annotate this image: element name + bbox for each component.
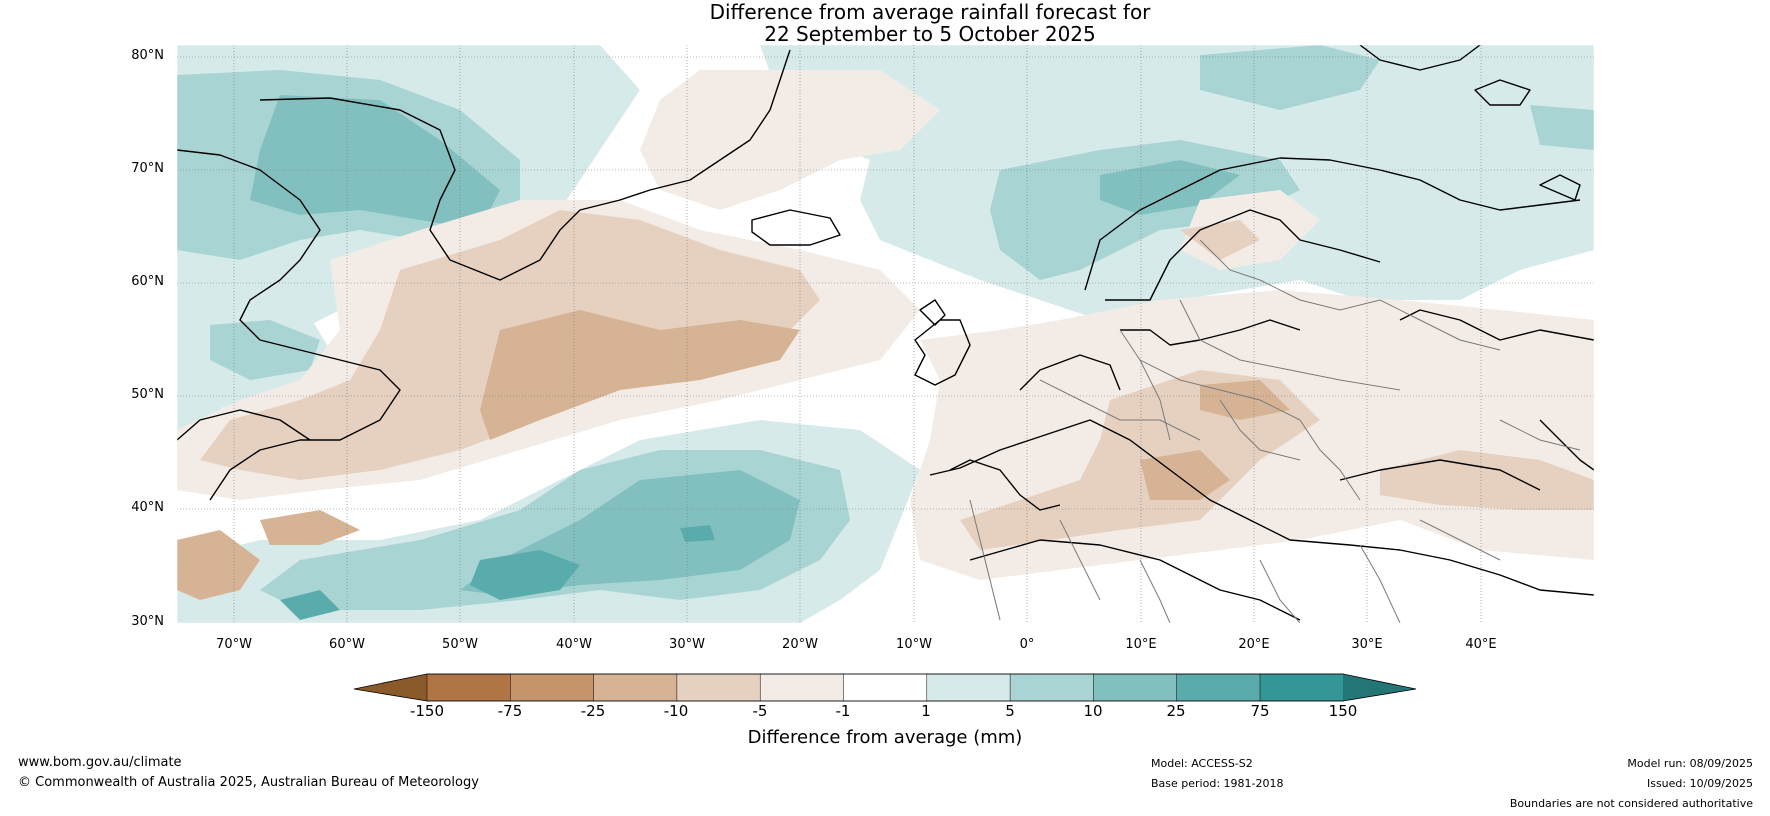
colorbar-box [1093, 673, 1178, 702]
colorbar-label: -10 [663, 702, 689, 720]
colorbar-box [843, 673, 928, 702]
copyright-text: © Commonwealth of Australia 2025, Austra… [18, 775, 479, 790]
rainfall-region [1200, 380, 1290, 420]
colorbar-extend-high [1343, 674, 1416, 701]
colorbar-label: -75 [497, 702, 523, 720]
lat-label: 50°N [131, 387, 164, 402]
lat-label: 30°N [131, 614, 164, 629]
lat-label: 60°N [131, 274, 164, 289]
colorbar-extend-low [354, 674, 427, 701]
rainfall-region [680, 525, 715, 542]
website-link[interactable]: www.bom.gov.au/climate [18, 755, 182, 770]
colorbar-label: 150 [1328, 702, 1358, 720]
rainfall-region [260, 510, 360, 545]
colorbar-label: -5 [752, 702, 768, 720]
colorbar-label: 75 [1250, 702, 1270, 720]
map-title-line1: Difference from average rainfall forecas… [709, 0, 1151, 24]
map-title-line2: 22 September to 5 October 2025 [764, 22, 1096, 46]
rainfall-region [1530, 105, 1594, 150]
colorbar-label: -1 [835, 702, 851, 720]
colorbar-box [1176, 673, 1261, 702]
colorbar [353, 673, 1417, 702]
colorbar-title: Difference from average (mm) [747, 727, 1023, 748]
rainfall-region [210, 320, 320, 380]
lat-label: 40°N [131, 500, 164, 515]
lon-label: 20°E [1238, 637, 1270, 652]
issued-text: Issued: 10/09/2025 [1646, 777, 1753, 790]
base-period-text: Base period: 1981-2018 [1151, 777, 1284, 790]
lon-label: 20°W [782, 637, 818, 652]
colorbar-box [593, 673, 678, 702]
lon-label: 40°W [556, 637, 592, 652]
lon-label: 70°W [216, 637, 252, 652]
rainfall-region [280, 590, 340, 620]
colorbar-box [926, 673, 1011, 702]
colorbar-box [759, 673, 845, 702]
colorbar-box [510, 673, 595, 702]
colorbar-box [676, 673, 761, 702]
model-text: Model: ACCESS-S2 [1151, 757, 1253, 770]
rainfall-region [1140, 450, 1230, 500]
rainfall-region [1200, 45, 1380, 110]
graticule [177, 45, 1594, 623]
colorbar-label: 25 [1166, 702, 1186, 720]
lat-label: 70°N [131, 161, 164, 176]
coastlines [177, 45, 1594, 621]
lat-label: 80°N [131, 48, 164, 63]
rainfall-region [480, 310, 800, 440]
rainfall-region [177, 530, 260, 600]
lon-label: 30°E [1351, 637, 1383, 652]
rainfall-region [1380, 450, 1594, 510]
lon-label: 30°W [669, 637, 705, 652]
colorbar-box [1009, 673, 1095, 702]
colorbar-label: -150 [409, 702, 445, 720]
borders [969, 239, 1581, 623]
lon-label: 0° [1019, 637, 1035, 652]
disclaimer-text: Boundaries are not considered authoritat… [1509, 797, 1753, 810]
lon-label: 50°W [442, 637, 478, 652]
rainfall-region [250, 95, 500, 230]
lon-label: 10°W [896, 637, 932, 652]
lon-label: 10°E [1125, 637, 1157, 652]
map-frame [176, 44, 1595, 624]
colorbar-label: 1 [921, 702, 931, 720]
lon-label: 60°W [329, 637, 365, 652]
colorbar-box [1259, 673, 1345, 702]
colorbar-label: 5 [1005, 702, 1015, 720]
colorbar-label: -25 [580, 702, 606, 720]
colorbar-box [426, 673, 512, 702]
rainfall-region [470, 550, 580, 600]
lon-label: 40°E [1465, 637, 1497, 652]
colorbar-boxes [426, 673, 1345, 702]
model-run-text: Model run: 08/09/2025 [1627, 757, 1753, 770]
colorbar-label: 10 [1083, 702, 1103, 720]
map-area [177, 45, 1594, 623]
colorbar-outline [353, 673, 1417, 702]
rainfall-region [640, 70, 940, 210]
